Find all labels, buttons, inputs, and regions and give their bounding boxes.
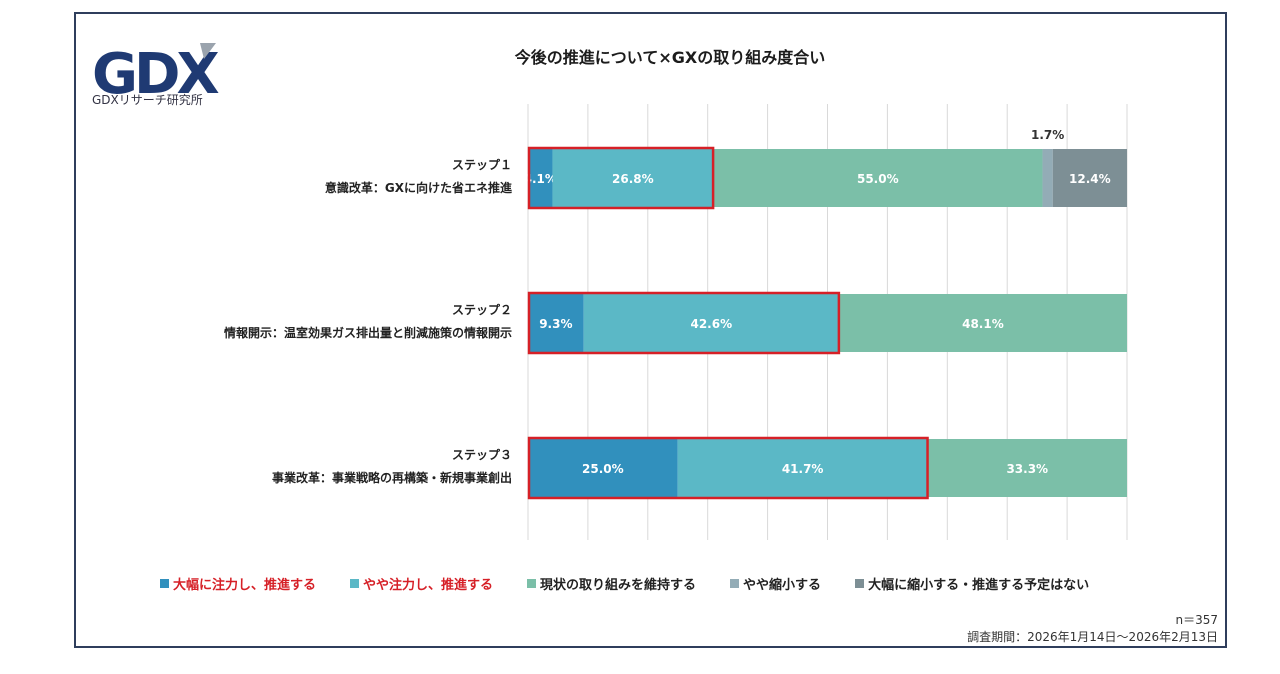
legend-label: やや縮小する — [743, 578, 822, 593]
legend-label: 大幅に注力し、推進する — [173, 578, 317, 593]
data-label: 25.0% — [582, 462, 624, 476]
bar-segment — [552, 149, 714, 207]
data-label: 1.7% — [1031, 128, 1064, 142]
logo-subtitle: GDXリサーチ研究所 — [92, 93, 203, 107]
legend-swatch — [350, 579, 360, 588]
data-label: 9.3% — [539, 317, 572, 331]
survey-period: 調査期間：2026年1月14日～2026年2月13日 — [967, 630, 1218, 644]
data-label: 12.4% — [1069, 172, 1111, 186]
category-name-label: 意識改革：GXに向けた省エネ推進 — [325, 180, 513, 195]
highlight-box — [527, 436, 929, 500]
category-name-label: 事業改革：事業戦略の再構築・新規事業創出 — [272, 470, 512, 485]
legend-item: 大幅に縮小する・推進する予定はない — [855, 574, 1089, 593]
legend-swatch — [527, 579, 537, 588]
data-label: 55.0% — [857, 172, 899, 186]
bar-segment — [1052, 149, 1127, 207]
bar-segment — [528, 149, 553, 207]
category-step-label: ステップ１ — [452, 157, 512, 172]
highlight-box — [527, 146, 715, 210]
gdx-logo: GDX — [92, 42, 222, 106]
legend-swatch — [160, 579, 169, 588]
category-step-label: ステップ２ — [452, 302, 512, 317]
legend-swatch — [855, 579, 865, 588]
bar-segment — [838, 294, 1127, 352]
bar-segment — [583, 294, 839, 352]
legend-label: 大幅に縮小する・推進する予定はない — [868, 578, 1090, 593]
data-label: 42.6% — [690, 317, 732, 331]
chart-title: 今後の推進について×GXの取り組み度合い — [514, 48, 826, 67]
bar-segment — [677, 439, 928, 497]
data-label: 48.1% — [962, 317, 1004, 331]
bar-segment — [927, 439, 1127, 497]
data-label: 4.1% — [524, 172, 557, 186]
category-name-label: 情報開示：温室効果ガス排出量と削減施策の情報開示 — [224, 325, 512, 340]
logo-accent-shape — [200, 43, 216, 59]
category-step-label: ステップ３ — [452, 447, 512, 462]
bar-segment — [713, 149, 1043, 207]
bar-segment — [528, 294, 584, 352]
legend-item: 現状の取り組みを維持する — [527, 574, 696, 593]
data-label: 26.8% — [612, 172, 654, 186]
highlight-box — [527, 291, 841, 355]
data-label: 41.7% — [782, 462, 824, 476]
legend-item: やや縮小する — [730, 574, 821, 593]
bar-segment — [528, 439, 678, 497]
legend: 大幅に注力し、推進する やや注力し、推進する 現状の取り組みを維持する やや縮小する 大… — [160, 574, 1160, 593]
legend-item: 大幅に注力し、推進する — [160, 574, 316, 593]
legend-label: 現状の取り組みを維持する — [540, 578, 697, 593]
data-label: 33.3% — [1006, 462, 1048, 476]
sample-size: n＝357 — [1175, 613, 1218, 627]
bar-segments: 4.1% 26.8% 55.0% 1.7% 12.4% 9.3% 42.6% 48.1% 25.… — [524, 128, 1127, 500]
legend-item: やや注力し、推進する — [350, 574, 493, 593]
logo-mark: GDX — [92, 42, 219, 106]
legend-swatch — [730, 579, 740, 588]
bar-segment — [1042, 149, 1053, 207]
legend-label: やや注力し、推進する — [363, 578, 494, 593]
